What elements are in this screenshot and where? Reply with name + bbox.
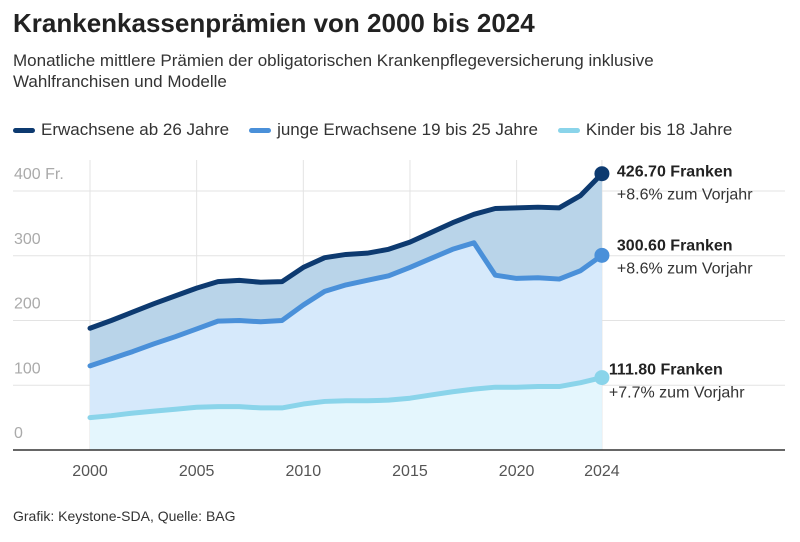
y-tick-label: 400 Fr. [14,166,64,183]
y-tick-label: 300 [14,231,41,248]
end-value-label: 111.80 Franken [609,362,723,379]
legend-swatch [557,127,580,133]
y-tick-label: 0 [14,425,23,442]
legend-item-children: Kinder bis 18 Jahre [557,120,733,140]
legend-label: Kinder bis 18 Jahre [585,120,733,139]
x-tick-label: 2010 [286,463,322,480]
legend-swatch [249,127,272,133]
series-line [87,240,605,369]
end-change-label: +7.7% zum Vorjahr [609,385,745,402]
legend-label: Erwachsene ab 26 Jahre [41,120,230,139]
x-tick-label: 2024 [584,463,620,480]
legend-swatch [13,127,35,133]
x-tick-label: 2005 [179,463,215,480]
y-tick-label: 200 [14,296,41,313]
x-tick-label: 2020 [499,463,535,480]
end-point-marker [594,166,610,182]
source-note: Grafik: Keystone-SDA, Quelle: BAG [13,508,236,524]
end-change-label: +8.6% zum Vorjahr [617,260,753,277]
legend-item-adults: Erwachsene ab 26 Jahre [13,120,229,140]
end-value-label: 426.70 Franken [617,164,733,181]
y-tick-label: 100 [14,360,41,377]
legend-item-young-adults: junge Erwachsene 19 bis 25 Jahre [249,120,538,140]
chart-title: Krankenkassenprämien von 2000 bis 2024 [13,8,535,38]
end-change-label: +8.6% zum Vorjahr [617,187,753,204]
x-tick-label: 2015 [392,463,428,480]
legend: Erwachsene ab 26 Jahre junge Erwachsene … [13,120,732,140]
chart-subtitle: Monatliche mittlere Prämien der obligato… [13,51,654,91]
series-line [87,375,605,421]
end-point-marker [594,247,610,263]
legend-label: junge Erwachsene 19 bis 25 Jahre [277,120,538,139]
area-2 [90,377,602,450]
series-line [87,171,605,331]
x-tick-label: 2000 [72,463,108,480]
end-point-marker [594,370,610,386]
end-value-label: 300.60 Franken [617,237,733,254]
